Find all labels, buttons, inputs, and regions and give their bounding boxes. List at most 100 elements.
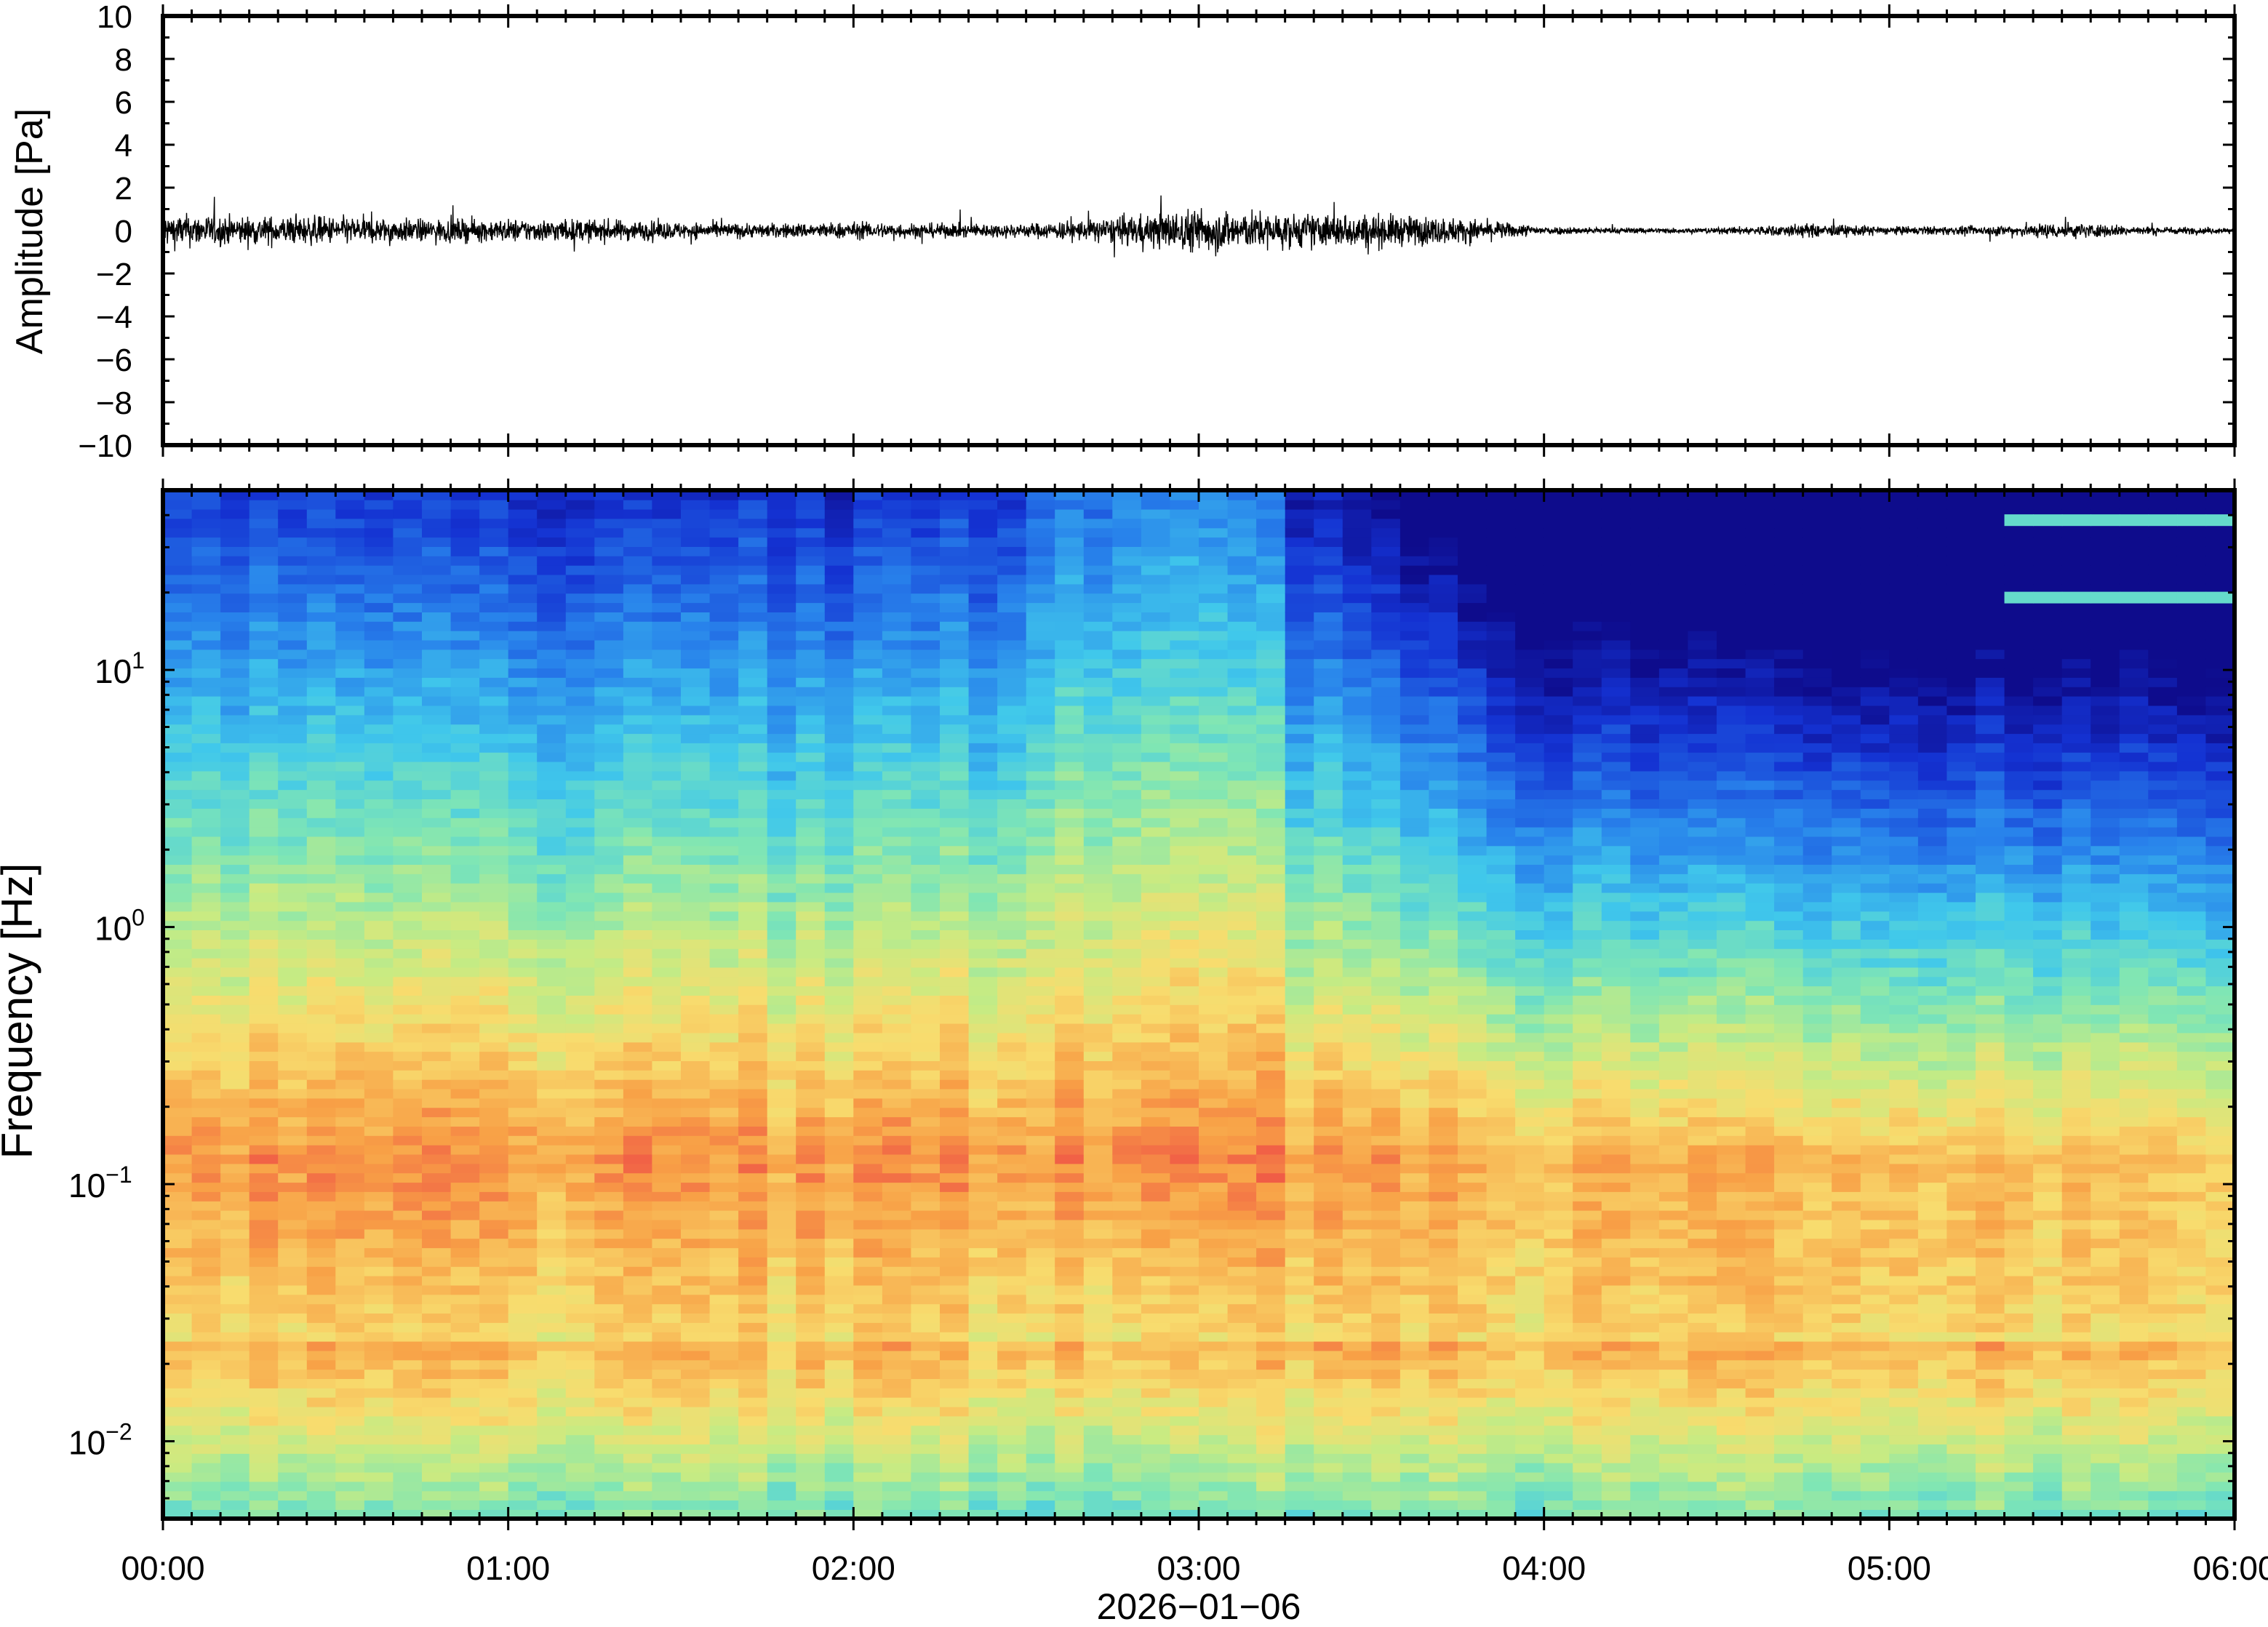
spectrogram-cell	[969, 1220, 998, 1230]
spectrogram-cell	[997, 799, 1026, 809]
spectrogram-cell	[681, 855, 710, 865]
spectrogram-cell	[623, 1229, 652, 1239]
spectrogram-cell	[307, 1229, 336, 1239]
spectrogram-cell	[1343, 705, 1372, 716]
spectrogram-cell	[508, 1266, 538, 1276]
spectrogram-cell	[307, 1164, 336, 1174]
spectrogram-cell	[1429, 761, 1458, 772]
spectrogram-cell	[652, 1360, 681, 1370]
spectrogram-cell	[1314, 818, 1343, 828]
spectrogram-cell	[1429, 1247, 1458, 1258]
spectrogram-cell	[681, 519, 710, 529]
spectrogram-cell	[1371, 1042, 1400, 1052]
spectrogram-cell	[1429, 1079, 1458, 1090]
spectrogram-cell	[1371, 1303, 1400, 1314]
spectrogram-cell	[825, 892, 854, 903]
spectrogram-cell	[997, 780, 1026, 791]
spectrogram-cell	[1285, 1220, 1314, 1230]
spectrogram-cell	[997, 1360, 1026, 1370]
spectrogram-cell	[422, 593, 451, 603]
spectrogram-cell	[853, 602, 882, 612]
spectrogram-cell	[623, 546, 652, 556]
spectrogram-cell	[1285, 705, 1314, 716]
spectrogram-cell	[1055, 1378, 1084, 1388]
spectrogram-cell	[1256, 780, 1285, 791]
spectrogram-cell	[307, 1257, 336, 1267]
spectrogram-cell	[278, 1407, 307, 1417]
spectrogram-cell	[969, 1407, 998, 1417]
spectrogram-cell	[192, 519, 221, 529]
spectrogram-cell	[1371, 1023, 1400, 1034]
spectrogram-cell	[738, 902, 767, 912]
spectrogram-cell	[422, 733, 451, 743]
spectrogram-cell	[1343, 1238, 1372, 1248]
spectrogram-cell	[652, 986, 681, 996]
spectrogram-cell	[997, 1407, 1026, 1417]
spectrogram-cell	[767, 995, 796, 1005]
spectrogram-cell	[1429, 939, 1458, 949]
spectrogram-cell	[911, 930, 940, 940]
spectrogram-cell	[451, 1313, 480, 1323]
spectrogram-cell	[1371, 1220, 1400, 1230]
spectrogram-cell	[451, 1407, 480, 1417]
spectrogram-cell	[249, 902, 279, 912]
spectrogram-cell	[1055, 1444, 1084, 1454]
spectrogram-cell	[335, 1266, 364, 1276]
spectrogram-cell	[220, 1416, 249, 1426]
spectrogram-cell	[163, 593, 192, 603]
spectrogram-cell	[278, 546, 307, 556]
spectrogram-cell	[853, 1238, 882, 1248]
spectrogram-cell	[192, 1033, 221, 1043]
spectrogram-cell	[163, 883, 192, 893]
spectrogram-cell	[1170, 1463, 1199, 1473]
spectrogram-cell	[1026, 976, 1055, 986]
spectrogram-cell	[278, 519, 307, 529]
spectrogram-cell	[364, 864, 394, 874]
spectrogram-cell	[710, 1182, 739, 1192]
spectrogram-cell	[1199, 920, 1228, 930]
spectrogram-cell	[853, 1500, 882, 1510]
spectrogram-cell	[940, 1434, 969, 1444]
spectrogram-cell	[1256, 1145, 1285, 1155]
spectrogram-cell	[1170, 621, 1199, 631]
spectrogram-cell	[594, 631, 623, 641]
spectrogram-cell	[825, 1089, 854, 1099]
spectrogram-cell	[853, 948, 882, 959]
spectrogram-cell	[882, 1369, 911, 1379]
spectrogram-cell	[1400, 1033, 1429, 1043]
spectrogram-cell	[796, 1247, 825, 1258]
spectrogram-cell	[652, 649, 681, 660]
spectrogram-cell	[767, 621, 796, 631]
spectrogram-cell	[422, 724, 451, 734]
spectrogram-cell	[566, 1285, 595, 1295]
spectrogram-cell	[1199, 1360, 1228, 1370]
spectrogram-cell	[1112, 808, 1141, 818]
spectrogram-cell	[220, 1472, 249, 1482]
spectrogram-cell	[940, 967, 969, 978]
spectrogram-cell	[163, 1397, 192, 1407]
spectrogram-cell	[1026, 789, 1055, 799]
spectrogram-cell	[911, 1220, 940, 1230]
spectrogram-cell	[393, 1388, 422, 1398]
spectrogram-cell	[623, 1033, 652, 1043]
spectrogram-cell	[997, 1285, 1026, 1295]
spectrogram-cell	[278, 556, 307, 566]
spectrogram-cell	[738, 1313, 767, 1323]
spectrogram-cell	[422, 818, 451, 828]
spectrogram-cell	[566, 696, 595, 706]
spectrogram-cell	[479, 1014, 508, 1024]
spectrogram-cell	[825, 958, 854, 968]
spectrogram-cell	[1400, 556, 1429, 566]
spectrogram-cell	[652, 1070, 681, 1080]
spectrogram-cell	[364, 724, 394, 734]
spectrogram-cell	[767, 986, 796, 996]
spectrogram-cell	[681, 612, 710, 622]
spectrogram-cell	[623, 967, 652, 978]
spectrogram-cell	[1256, 864, 1285, 874]
spectrogram-cell	[1112, 1126, 1141, 1136]
spectrogram-cell	[1170, 1434, 1199, 1444]
spectrogram-cell	[738, 1164, 767, 1174]
spectrogram-cell	[422, 1023, 451, 1034]
spectrogram-cell	[1199, 1014, 1228, 1024]
spectrogram-cell	[853, 1070, 882, 1080]
